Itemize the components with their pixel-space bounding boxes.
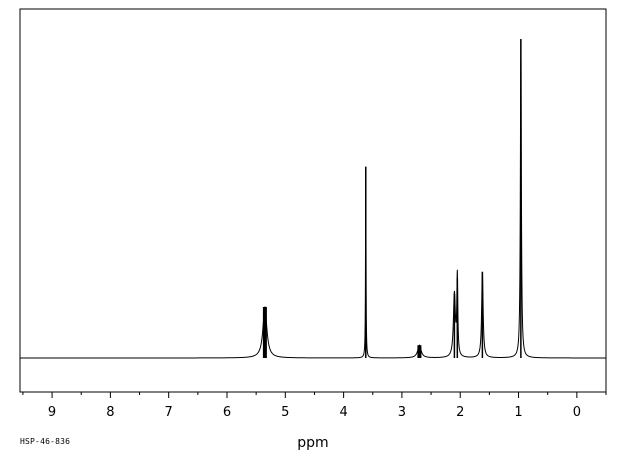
spectrum-line: [20, 40, 606, 359]
tick-label-1: 1: [514, 405, 522, 420]
tick-label-2: 2: [456, 405, 464, 420]
tick-label-3: 3: [398, 405, 406, 420]
x-axis-label: ppm: [297, 435, 328, 451]
tick-label-9: 9: [48, 405, 56, 420]
tick-label-0: 0: [573, 405, 581, 420]
tick-label-6: 6: [223, 405, 231, 420]
tick-label-4: 4: [339, 405, 347, 420]
tick-label-5: 5: [281, 405, 289, 420]
tick-label-8: 8: [106, 405, 114, 420]
plot-border: [19, 8, 607, 393]
spectrum-trace: [20, 39, 606, 359]
plot-frame: [19, 8, 607, 393]
tick-label-7: 7: [165, 405, 173, 420]
sample-code: HSP-46-836: [20, 437, 71, 446]
x-axis: 9 8 7 6 5 4 3 2 1 0: [22, 392, 607, 420]
